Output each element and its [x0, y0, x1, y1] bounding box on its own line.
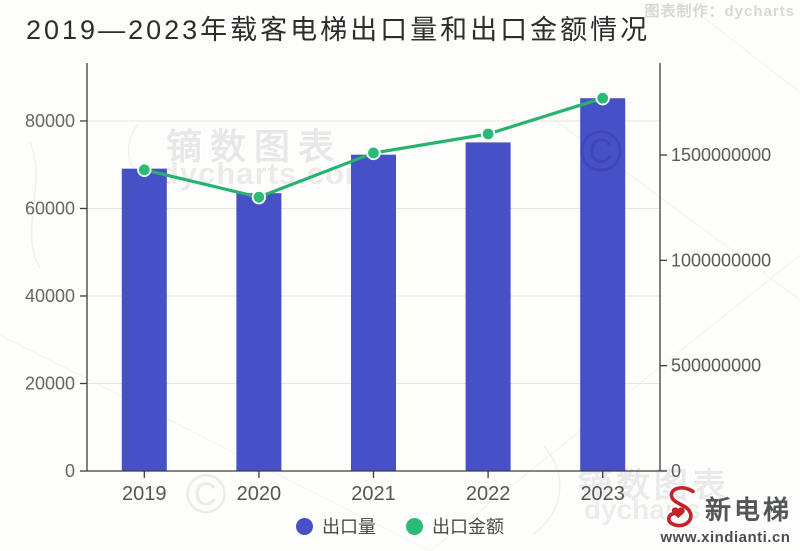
y-axis-right-label: 500000000	[671, 356, 761, 376]
legend-marker-export-volume	[296, 517, 313, 535]
y-axis-right-label: 1500000000	[671, 145, 771, 165]
y-axis-left-label: 20000	[25, 373, 75, 393]
line-point-2023[interactable]	[595, 90, 610, 106]
line-point-2019[interactable]	[137, 162, 152, 177]
logo-brand-text: 新电梯	[704, 494, 792, 525]
bar-2023[interactable]	[580, 98, 626, 472]
chart-title: 2019—2023年载客电梯出口量和出口金额情况	[26, 15, 651, 45]
decor-swirl	[29, 141, 41, 269]
xindianti-ribbon-icon	[665, 485, 697, 530]
y-axis-left-label: 0	[65, 461, 75, 481]
x-axis-label-2022: 2022	[466, 483, 511, 505]
watermark-copyright-icon: ©	[185, 462, 226, 525]
logo-site-text: www.xindianti.cn	[660, 529, 791, 546]
legend-item-export-volume[interactable]: 出口量	[296, 513, 376, 539]
y-axis-right-label: 0	[671, 461, 681, 481]
y-axis-left-label: 80000	[25, 111, 75, 131]
legend-marker-export-amount	[406, 517, 423, 535]
xindianti-logo: 新电梯 www.xindianti.cn	[659, 485, 792, 546]
x-axis-label-2019: 2019	[122, 483, 167, 505]
bar-2020[interactable]	[236, 193, 282, 472]
legend-item-export-amount[interactable]: 出口金额	[406, 513, 504, 539]
legend: 出口量 出口金额	[0, 513, 800, 539]
bar-2021[interactable]	[351, 154, 396, 471]
bar-2022[interactable]	[465, 142, 511, 471]
legend-label-export-volume: 出口量	[322, 517, 376, 537]
decor-swirl	[533, 445, 561, 535]
x-axis-label-2020: 2020	[237, 483, 282, 505]
line-point-2022[interactable]	[480, 126, 496, 142]
y-axis-left-label: 60000	[25, 198, 75, 218]
y-axis-left-label: 40000	[25, 286, 75, 306]
bar-2019[interactable]	[121, 168, 167, 471]
x-axis-label-2023: 2023	[580, 483, 625, 505]
watermark-copyright-icon: ©	[580, 119, 623, 184]
line-point-2020[interactable]	[251, 189, 267, 205]
y-axis-right-label: 1000000000	[671, 250, 771, 270]
line-point-2021[interactable]	[366, 145, 381, 161]
decor-diagonal-line	[688, 6, 800, 92]
legend-label-export-amount: 出口金额	[432, 517, 504, 537]
x-axis-label-2021: 2021	[351, 483, 396, 505]
